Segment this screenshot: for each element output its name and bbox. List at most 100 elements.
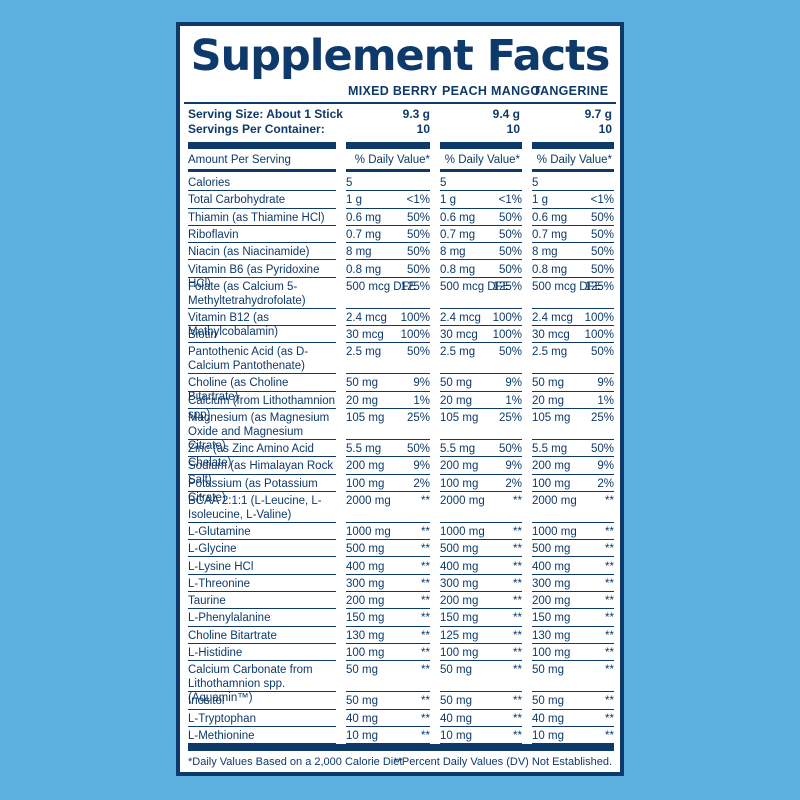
- nutrient-amount: 400 mg: [346, 560, 385, 573]
- row-separator: [440, 608, 522, 610]
- table-row: L-Tryptophan 40 mg ** 40 mg ** 40 mg **: [180, 710, 628, 727]
- nutrient-amount: 5: [440, 177, 447, 189]
- nutrient-amount: 30 mcg: [346, 329, 384, 342]
- serving-size-tangerine: 9.7 g: [584, 107, 612, 121]
- nutrient-daily-value: 50%: [590, 443, 614, 455]
- nutrient-daily-value: **: [605, 612, 614, 625]
- row-separator: [532, 743, 614, 745]
- nutrient-daily-value: 125%: [584, 280, 614, 293]
- row-separator: [532, 190, 614, 192]
- row-separator: [440, 473, 522, 475]
- nutrient-daily-value: **: [605, 560, 614, 573]
- medium-divider: [188, 169, 336, 172]
- nutrient-amount: 200 mg: [440, 595, 479, 608]
- nutrient-daily-value: **: [421, 612, 430, 625]
- nutrient-daily-value: 100%: [584, 311, 614, 324]
- row-separator: [532, 625, 614, 627]
- nutrient-label: Pantothenic Acid (as D-Calcium Pantothen…: [188, 346, 309, 373]
- nutrient-daily-value: 9%: [505, 460, 522, 473]
- nutrient-daily-value: 1%: [597, 394, 614, 407]
- table-row: Choline (as Choline Bitartrate) 50 mg 9% 50…: [180, 374, 628, 403]
- row-separator: [346, 259, 430, 261]
- nutrient-label: Vitamin B12 (as Methylcobalamin): [188, 311, 279, 338]
- thick-divider: [188, 142, 336, 149]
- row-separator: [346, 439, 430, 440]
- row-separator: [346, 190, 430, 192]
- table-row: L-Glutamine 1000 mg ** 1000 mg ** 1000 mg **: [180, 523, 628, 541]
- table-row: Potassium (as Potassium Citrate) 100 mg 2%…: [180, 475, 628, 504]
- row-separator: [188, 490, 336, 492]
- row-separator: [188, 473, 336, 475]
- nutrient-label: Choline Bitartrate: [188, 629, 277, 642]
- row-separator: [532, 325, 614, 327]
- nutrient-daily-value: **: [513, 525, 522, 538]
- nutrient-daily-value: **: [421, 712, 430, 725]
- serving-size-label: Serving Size: About 1 Stick: [188, 107, 343, 121]
- nutrient-daily-value: 25%: [406, 412, 430, 424]
- nutrient-daily-value: 50%: [406, 263, 430, 276]
- nutrient-amount: 1 g: [532, 194, 548, 207]
- row-separator: [188, 390, 336, 392]
- table-row: Niacin (as Niacinamide) 8 mg 50% 8 mg 50% 8 m…: [180, 243, 628, 261]
- nutrient-daily-value: **: [513, 664, 522, 677]
- nutrient-daily-value: 100%: [492, 311, 522, 324]
- row-separator: [440, 691, 522, 693]
- row-separator: [440, 539, 522, 541]
- nutrient-daily-value: **: [513, 543, 522, 556]
- table-row: Taurine 200 mg ** 200 mg ** 200 mg **: [180, 592, 628, 610]
- row-separator: [532, 573, 614, 575]
- row-separator: [188, 325, 336, 327]
- nutrient-amount: 200 mg: [346, 595, 385, 608]
- page-title: Supplement Facts: [190, 31, 611, 81]
- row-separator: [532, 307, 614, 309]
- nutrient-label: L-Glycine: [188, 543, 237, 556]
- row-separator: [346, 342, 430, 344]
- nutrient-label: Thiamin (as Thiamine HCl): [188, 211, 325, 224]
- nutrient-amount: 2.5 mg: [532, 346, 568, 359]
- medium-divider: [440, 169, 522, 172]
- row-separator: [188, 439, 336, 440]
- nutrient-amount: 30 mcg: [532, 329, 570, 342]
- nutrient-daily-value: <1%: [406, 194, 430, 207]
- nutrient-daily-value: **: [513, 560, 522, 573]
- row-separator: [440, 708, 522, 710]
- nutrient-daily-value: 25%: [498, 412, 522, 424]
- nutrient-amount: 100 mg: [440, 477, 479, 490]
- row-separator: [346, 325, 430, 327]
- table-row: Pantothenic Acid (as D-Calcium Pantothen…: [180, 343, 628, 375]
- nutrient-daily-value: 50%: [498, 246, 522, 259]
- nutrient-daily-value: 50%: [406, 246, 430, 259]
- row-separator: [346, 373, 430, 375]
- row-separator: [346, 473, 430, 475]
- amount-per-serving-label: Amount Per Serving: [188, 154, 291, 166]
- table-row: Zinc (as Zinc Amino Acid Chelate) 5.5 mg 5…: [180, 440, 628, 469]
- row-separator: [346, 390, 430, 392]
- table-row: Calcium (from Lithothamnion spp) 20 mg 1% 2…: [180, 392, 628, 421]
- row-separator: [188, 625, 336, 627]
- row-separator: [346, 307, 430, 309]
- nutrient-label: L-Histidine: [188, 647, 243, 659]
- row-separator: [188, 307, 336, 309]
- footnote-daily-values: *Daily Values Based on a 2,000 Calorie D…: [188, 756, 403, 768]
- row-separator: [188, 573, 336, 575]
- nutrient-amount: 300 mg: [532, 577, 571, 590]
- table-row: Total Carbohydrate 1 g <1% 1 g <1% 1 g <1%: [180, 191, 628, 209]
- nutrient-amount: 8 mg: [440, 246, 466, 259]
- row-separator: [532, 521, 614, 523]
- nutrient-amount: 0.8 mg: [440, 263, 476, 276]
- table-row: Calcium Carbonate from Lithothamnion spp…: [180, 661, 628, 704]
- nutrient-label: Taurine: [188, 595, 226, 608]
- nutrient-amount: 150 mg: [440, 612, 479, 625]
- nutrient-daily-value: 50%: [498, 263, 522, 276]
- row-separator: [532, 691, 614, 693]
- row-separator: [346, 224, 430, 226]
- nutrient-amount: 200 mg: [532, 460, 571, 473]
- supplement-facts-panel: Supplement Facts MIXED BERRY PEACH MANGO…: [176, 22, 624, 776]
- nutrient-label: Magnesium (as Magnesium Oxide and Magnes…: [188, 412, 330, 452]
- nutrient-daily-value: **: [605, 595, 614, 608]
- nutrient-amount: 500 mg: [346, 543, 385, 556]
- nutrient-amount: 100 mg: [532, 647, 571, 659]
- flavor-mixed-berry: MIXED BERRY: [348, 84, 438, 98]
- row-separator: [346, 725, 430, 727]
- daily-value-header: % Daily Value*: [444, 154, 520, 166]
